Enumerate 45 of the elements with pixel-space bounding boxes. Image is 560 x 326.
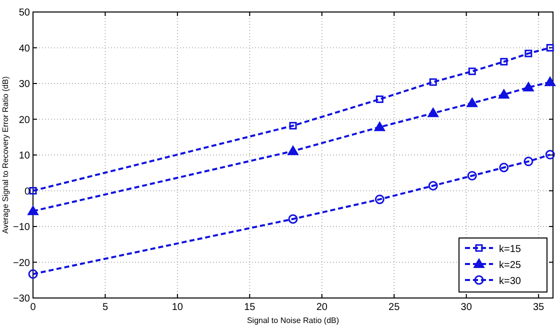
point	[500, 58, 508, 66]
y-tick-label: 20	[18, 114, 30, 126]
point	[499, 162, 509, 172]
legend-label: k=25	[499, 260, 522, 271]
point	[28, 269, 38, 279]
x-tick-label: 15	[244, 302, 256, 313]
y-tick-label: 40	[18, 43, 30, 54]
point	[429, 78, 437, 86]
point	[545, 150, 555, 160]
point	[374, 122, 386, 132]
point	[468, 68, 476, 76]
x-tick-label: 35	[532, 302, 545, 313]
y-tick-label: 10	[18, 150, 30, 162]
x-axis-title: Signal to Noise Ratio (dB)	[246, 316, 340, 325]
x-tick-label: 20	[316, 302, 328, 313]
x-tick-label: 25	[388, 302, 400, 313]
point	[466, 98, 478, 108]
point	[524, 50, 532, 58]
y-tick-label: −20	[13, 258, 30, 269]
legend-label: k=15	[499, 244, 522, 255]
point	[376, 95, 384, 103]
point	[546, 44, 554, 52]
y-tick-label: 30	[18, 79, 30, 90]
legend-label: k=30	[499, 276, 522, 287]
y-tick-label: −10	[13, 222, 30, 233]
x-tick-label: 5	[102, 302, 108, 313]
x-tick-label: 30	[460, 302, 472, 313]
point	[288, 146, 298, 156]
point	[428, 180, 438, 190]
point	[29, 187, 37, 194]
x-tick-label: 10	[172, 302, 184, 313]
y-tick-label: 50	[18, 8, 30, 18]
point	[544, 76, 556, 86]
y-tick-label: 0	[24, 186, 30, 198]
point	[498, 89, 510, 99]
point	[467, 170, 477, 180]
point	[522, 82, 534, 92]
point	[374, 194, 384, 204]
point	[289, 122, 297, 130]
point	[28, 206, 38, 216]
point	[288, 214, 298, 224]
point	[524, 156, 534, 166]
point	[428, 108, 439, 118]
y-axis-title: Average Signal to Recovery Error Ratio (dB)	[1, 76, 10, 234]
y-tick-label: −30	[13, 294, 30, 304]
